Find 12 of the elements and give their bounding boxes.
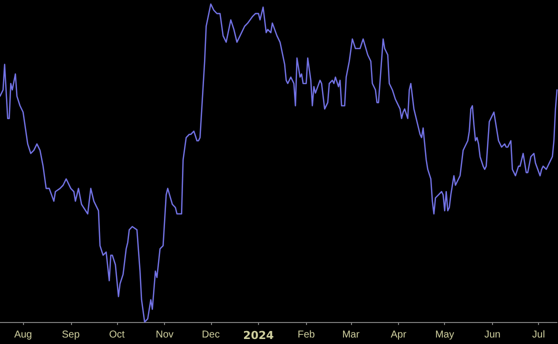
x-tick-label: Apr — [390, 330, 407, 340]
x-tick-label: Nov — [156, 330, 174, 340]
x-tick-label: May — [435, 330, 454, 340]
x-tick-label: Mar — [342, 330, 360, 340]
x-tick-label: Jun — [484, 330, 500, 340]
x-tick-label: Jul — [532, 330, 545, 340]
x-tick-label: Sep — [62, 330, 80, 340]
x-tick-label: Oct — [109, 330, 125, 340]
x-tick-label: Aug — [14, 330, 32, 340]
x-tick-label: 2024 — [243, 329, 274, 342]
x-tick-label: Feb — [298, 330, 316, 340]
x-tick-label: Dec — [202, 330, 220, 340]
